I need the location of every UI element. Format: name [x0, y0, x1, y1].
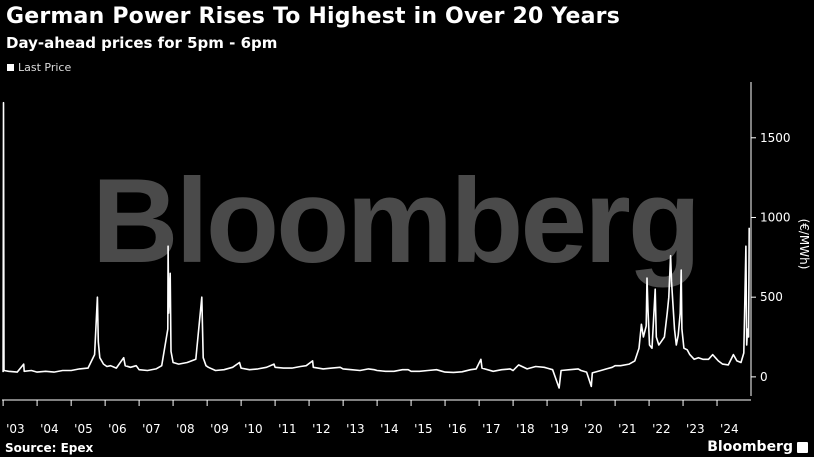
- legend-swatch: [7, 64, 14, 71]
- x-tick-label: '12: [312, 422, 331, 436]
- x-tick-label: '15: [414, 422, 433, 436]
- source-note: Source: Epex: [5, 441, 94, 455]
- x-tick-label: '10: [244, 422, 263, 436]
- x-tick-label: '07: [142, 422, 161, 436]
- x-tick-label: '17: [482, 422, 501, 436]
- x-tick-label: '13: [346, 422, 365, 436]
- x-tick-label: '21: [618, 422, 637, 436]
- x-tick-label: '23: [686, 422, 705, 436]
- y-tick-label: 0: [760, 370, 768, 384]
- series-line-1: [2, 101, 751, 389]
- x-tick-label: '08: [176, 422, 195, 436]
- x-tick-label: '22: [652, 422, 671, 436]
- bloomberg-logo: Bloomberg: [707, 439, 808, 455]
- bloomberg-icon: [797, 441, 808, 453]
- x-tick-label: '06: [108, 422, 127, 436]
- x-tick-label: '11: [278, 422, 297, 436]
- chart-subtitle: Day-ahead prices for 5pm - 6pm: [6, 34, 278, 52]
- y-tick-label: 1000: [760, 210, 791, 224]
- brand-label: Bloomberg: [707, 439, 793, 455]
- x-tick-label: '05: [74, 422, 93, 436]
- legend: Last Price: [7, 61, 71, 74]
- y-axis-label: (€/MWh): [797, 219, 811, 270]
- y-tick-label: 500: [760, 290, 783, 304]
- legend-label: Last Price: [18, 61, 72, 74]
- x-tick-label: '03: [6, 422, 25, 436]
- x-tick-label: '14: [380, 422, 399, 436]
- x-tick-label: '09: [210, 422, 229, 436]
- x-tick-label: '04: [40, 422, 59, 436]
- y-tick-label: 1500: [760, 131, 791, 145]
- x-tick-label: '20: [584, 422, 603, 436]
- x-tick-label: '24: [720, 422, 739, 436]
- x-tick-label: '19: [550, 422, 569, 436]
- chart-title: German Power Rises To Highest in Over 20…: [6, 4, 621, 29]
- x-tick-label: '16: [448, 422, 467, 436]
- x-tick-label: '18: [516, 422, 535, 436]
- bloomberg-watermark: Bloomberg: [92, 154, 698, 288]
